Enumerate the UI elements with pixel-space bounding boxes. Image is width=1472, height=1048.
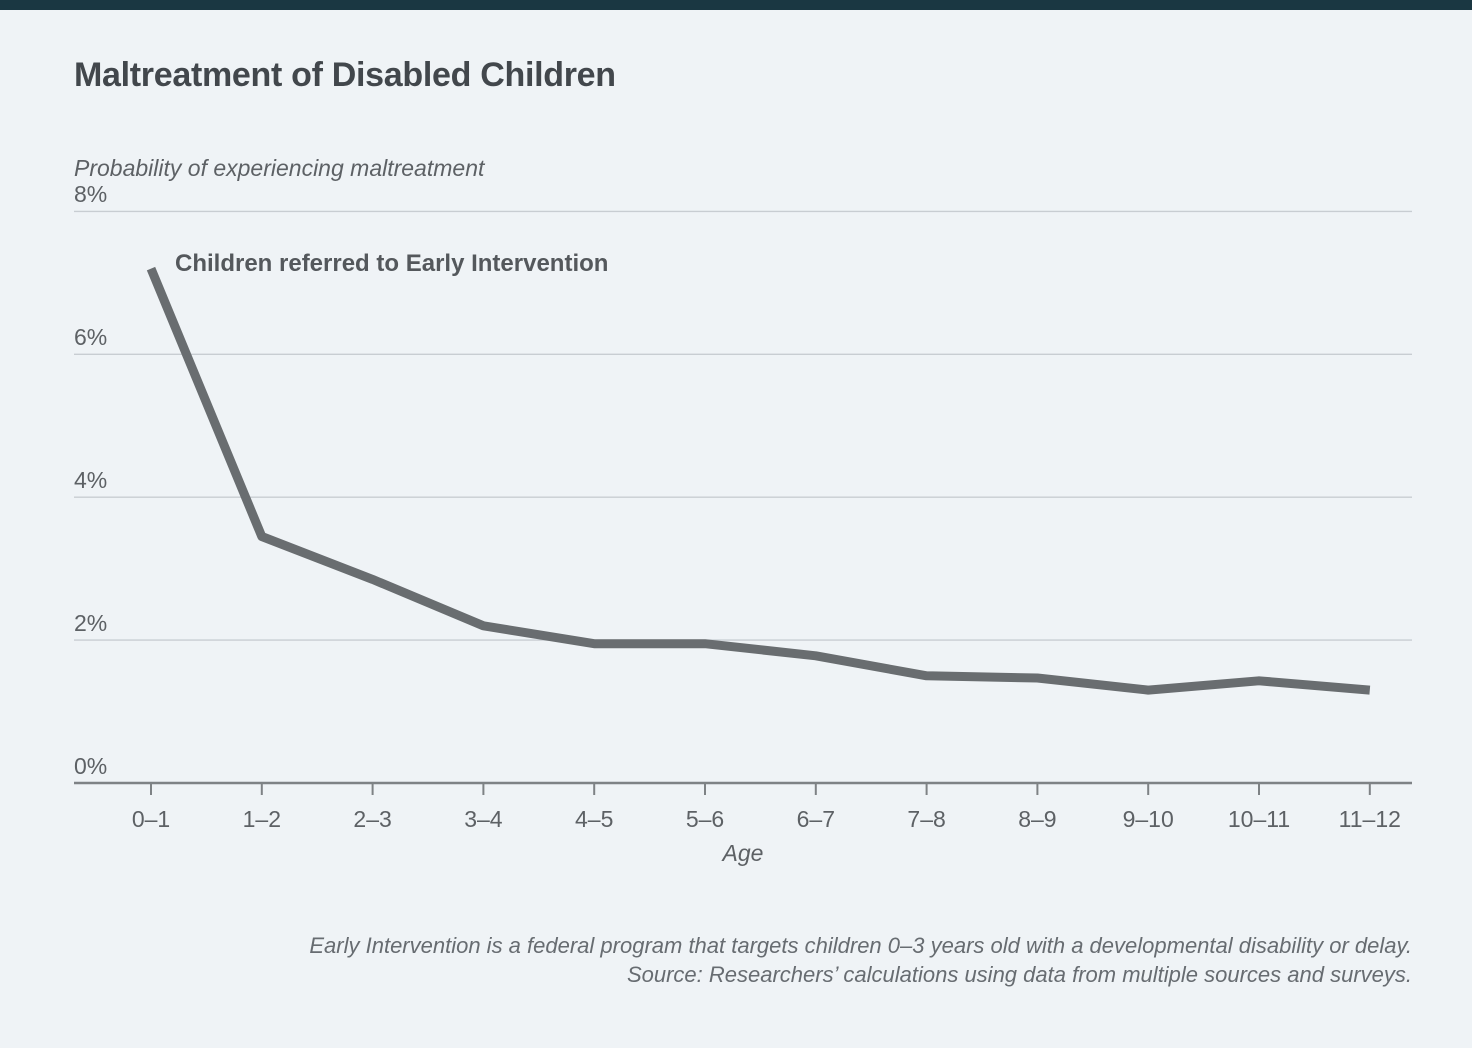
x-tick-label: 6–7 (796, 806, 835, 832)
x-tick-label: 11–12 (1338, 806, 1401, 832)
y-tick-label: 0% (74, 753, 108, 779)
chart-title: Maltreatment of Disabled Children (74, 56, 616, 94)
x-tick-label: 7–8 (907, 806, 946, 832)
x-tick-label: 9–10 (1122, 806, 1174, 832)
y-tick-label: 4% (74, 467, 108, 494)
x-tick-label: 10–11 (1227, 806, 1291, 832)
footer-note-line: Early Intervention is a federal program … (309, 933, 1412, 958)
footer-source-line: Source: Researchers’ calculations using … (626, 962, 1412, 987)
x-tick-label: 5–6 (685, 806, 725, 832)
x-tick-label: 0–1 (131, 806, 171, 832)
x-tick-label: 4–5 (575, 806, 614, 832)
y-tick-label: 2% (74, 610, 108, 637)
x-tick-label: 8–9 (1018, 806, 1057, 832)
series-annotation-label: Children referred to Early Intervention (175, 250, 609, 277)
x-tick-label: 3–4 (464, 806, 503, 832)
y-tick-label: 6% (74, 324, 108, 351)
footer-notes: Early Intervention is a federal program … (309, 931, 1412, 989)
y-axis-title: Probability of experiencing maltreatment (74, 155, 485, 181)
y-tick-label: 8% (74, 181, 108, 208)
x-axis-title: Age (722, 840, 764, 866)
x-tick-label: 1–2 (242, 806, 281, 832)
top-accent-bar (0, 0, 1472, 10)
x-tick-label: 2–3 (353, 806, 392, 832)
data-line-children-referred-to-early-intervention (146, 266, 1371, 695)
